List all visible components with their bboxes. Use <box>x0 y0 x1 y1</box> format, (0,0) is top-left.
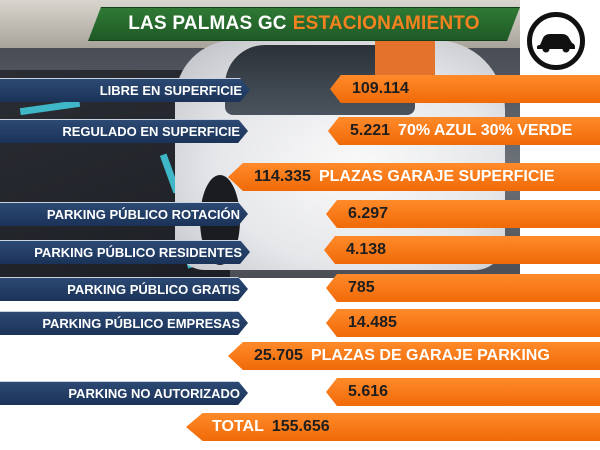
label-parking-empresas: PARKING PÚBLICO EMPRESAS <box>0 311 248 335</box>
label-parking-residentes: PARKING PÚBLICO RESIDENTES <box>0 240 250 264</box>
value-libre-superficie: 109.114 <box>330 75 600 103</box>
page-title: LAS PALMAS GC ESTACIONAMIENTO <box>88 7 520 41</box>
row-value: 4.138 <box>346 241 387 258</box>
car-icon <box>527 12 585 70</box>
total-label: TOTAL <box>212 418 264 435</box>
value-parking-rotacion: 6.297 <box>326 200 600 228</box>
row-value: 14.485 <box>348 314 397 331</box>
value-parking-residentes: 4.138 <box>324 236 600 264</box>
label-parking-rotacion: PARKING PÚBLICO ROTACIÓN <box>0 202 248 226</box>
row-value: 6.297 <box>348 205 389 222</box>
row-value: 109.114 <box>352 80 409 97</box>
car-icon-glyph <box>537 34 575 53</box>
label-libre-superficie: LIBRE EN SUPERFICIE <box>0 78 250 102</box>
value-parking-gratis: 785 <box>326 274 600 302</box>
row-label: PARKING NO AUTORIZADO <box>68 386 240 401</box>
total-value: 155.656 <box>271 418 330 435</box>
row-value: 5.616 <box>348 383 389 400</box>
row-label: LIBRE EN SUPERFICIE <box>99 83 242 98</box>
subtotal-label: PLAZAS GARAJE SUPERFICIE <box>318 168 555 185</box>
row-label: PARKING PÚBLICO EMPRESAS <box>42 316 240 331</box>
row-value: 5.221 <box>350 122 391 139</box>
row-value: 785 <box>348 279 375 296</box>
total-bar: TOTAL 155.656 <box>186 413 600 441</box>
value-parking-empresas: 14.485 <box>326 309 600 337</box>
subtotal-parking: 25.705 PLAZAS DE GARAJE PARKING <box>228 342 600 370</box>
label-no-autorizado: PARKING NO AUTORIZADO <box>0 381 248 405</box>
subtotal-superficie: 114.335 PLAZAS GARAJE SUPERFICIE <box>228 163 600 191</box>
row-label: PARKING PÚBLICO GRATIS <box>67 282 240 297</box>
subtotal-value: 25.705 <box>254 347 303 364</box>
label-parking-gratis: PARKING PÚBLICO GRATIS <box>0 277 248 301</box>
value-no-autorizado: 5.616 <box>326 378 600 406</box>
label-regulado-superficie: REGULADO EN SUPERFICIE <box>0 119 248 143</box>
subtotal-value: 114.335 <box>254 168 311 185</box>
row-label: PARKING PÚBLICO ROTACIÓN <box>46 207 240 222</box>
row-label: PARKING PÚBLICO RESIDENTES <box>34 245 242 260</box>
subtotal-label: PLAZAS DE GARAJE PARKING <box>310 347 550 364</box>
title-accent: ESTACIONAMIENTO <box>292 13 480 34</box>
value-regulado-superficie: 5.221 70% AZUL 30% VERDE <box>328 117 600 145</box>
row-value-detail: 70% AZUL 30% VERDE <box>398 122 573 139</box>
row-label: REGULADO EN SUPERFICIE <box>62 124 240 139</box>
title-prefix: LAS PALMAS GC <box>128 13 287 34</box>
